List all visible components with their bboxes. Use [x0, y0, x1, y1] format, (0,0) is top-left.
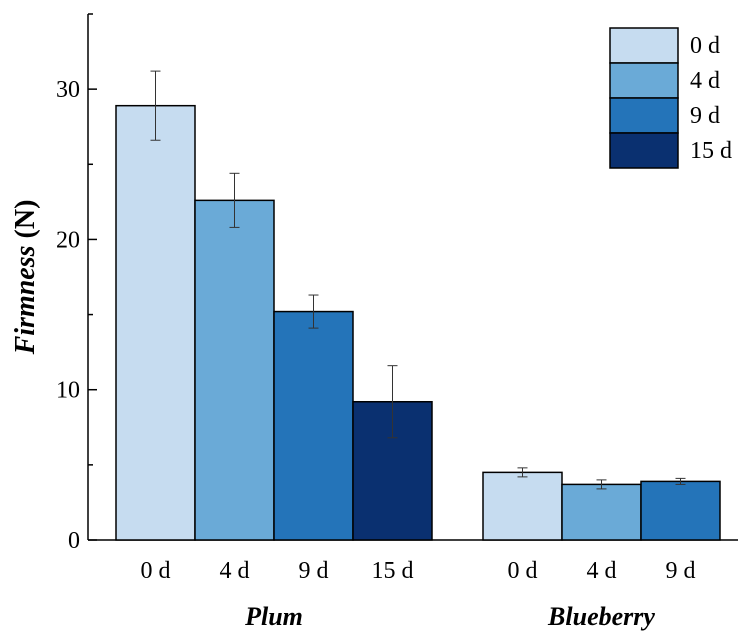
group-labels: Plum Blueberry [244, 602, 655, 631]
error-bar [308, 294, 319, 329]
error-bar [517, 467, 528, 478]
legend-label: 15 d [690, 138, 732, 164]
legend-label: 4 d [690, 68, 720, 94]
error-bar [596, 479, 607, 490]
bar-blueberry-0d [482, 471, 563, 541]
legend-item: 4 d [609, 62, 720, 99]
error-bar [387, 365, 398, 439]
y-tick-label: 0 [68, 528, 80, 554]
bar-plum-4d [194, 199, 275, 541]
y-ticks: 0 10 20 30 [56, 13, 97, 554]
bar-blueberry-9d [640, 480, 721, 541]
x-tick-label: 0 d [508, 558, 538, 584]
group-label-blueberry: Blueberry [547, 602, 655, 631]
x-tick-label: 4 d [587, 558, 617, 584]
bar-plum-0d [115, 104, 196, 541]
bars [115, 70, 721, 541]
error-bar [150, 70, 161, 141]
legend-item: 15 d [609, 132, 732, 169]
legend-swatch [609, 132, 679, 169]
x-tick-label: 9 d [666, 558, 696, 584]
x-tick-label: 15 d [372, 558, 414, 584]
y-tick-label: 20 [56, 227, 80, 253]
legend-swatch [609, 62, 679, 99]
y-tick-label: 30 [56, 77, 80, 103]
error-bar [675, 477, 686, 485]
x-tick-label: 9 d [299, 558, 329, 584]
y-axis-label: Firmness (N) [10, 200, 41, 356]
x-tick-label: 0 d [141, 558, 171, 584]
bar-plum-9d [273, 310, 354, 541]
group-label-plum: Plum [244, 602, 303, 631]
x-tick-labels: 0 d 4 d 9 d 15 d 0 d 4 d 9 d [141, 558, 696, 584]
legend-label: 0 d [690, 33, 720, 59]
y-tick-label: 10 [56, 378, 80, 404]
legend-swatch [609, 97, 679, 134]
error-bar [229, 172, 240, 228]
legend-label: 9 d [690, 103, 720, 129]
bar-blueberry-4d [561, 483, 642, 541]
legend-swatch [609, 27, 679, 64]
legend-item: 0 d [609, 27, 720, 64]
legend-item: 9 d [609, 97, 720, 134]
legend: 0 d 4 d 9 d 15 d [609, 27, 732, 169]
x-tick-label: 4 d [220, 558, 250, 584]
